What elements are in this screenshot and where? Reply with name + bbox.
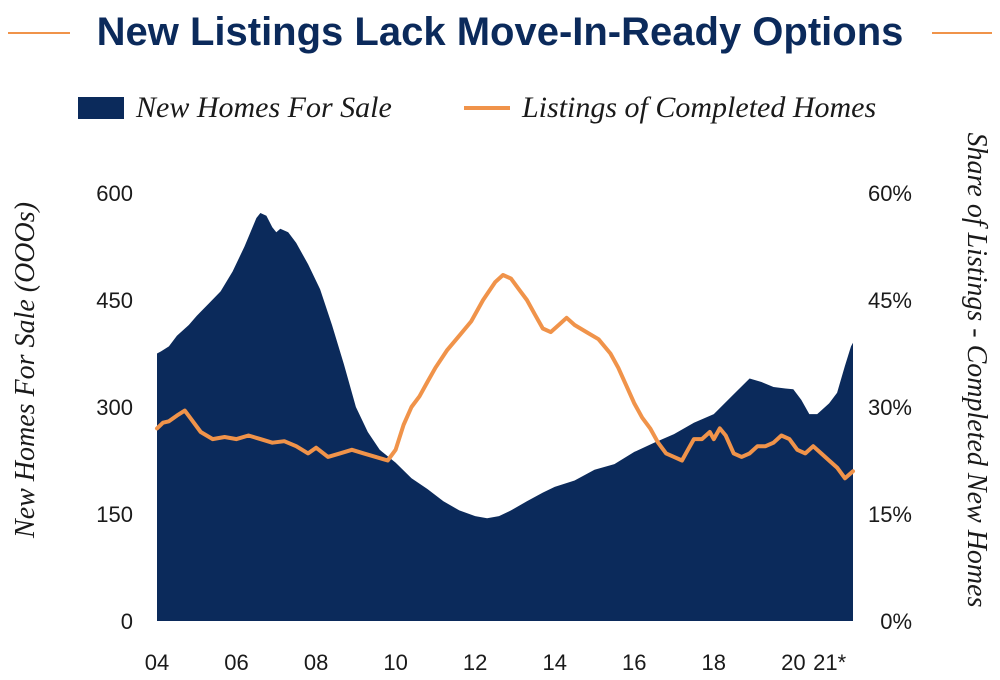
x-tick-label: 21* [813, 650, 846, 675]
y-tick-label-right: 60% [868, 181, 912, 206]
title-rule-left [8, 32, 70, 34]
x-tick-label: 04 [145, 650, 169, 675]
y-tick-label-right: 0% [880, 609, 912, 634]
y-tick-label-left: 600 [96, 181, 133, 206]
legend-item-area: New Homes For Sale [78, 88, 392, 128]
legend-label-line: Listings of Completed Homes [522, 91, 877, 124]
area-series-group [157, 213, 853, 621]
title-rule-right [932, 32, 992, 34]
title-row: New Listings Lack Move-In-Ready Options [0, 6, 1000, 56]
y-tick-label-left: 150 [96, 502, 133, 527]
x-tick-label: 16 [622, 650, 646, 675]
x-tick-label: 12 [463, 650, 487, 675]
x-tick-label: 20 [781, 650, 805, 675]
y-tick-label-right: 45% [868, 288, 912, 313]
y-tick-label-left: 0 [121, 609, 133, 634]
legend-item-line: Listings of Completed Homes [464, 88, 876, 128]
x-tick-label: 08 [304, 650, 328, 675]
chart-legend: New Homes For Sale Listings of Completed… [78, 88, 938, 128]
page-title: New Listings Lack Move-In-Ready Options [96, 10, 904, 54]
line-series-group [155, 273, 855, 481]
tick-labels-group: 0 150 300 450 600 0% 15% 30% 45% 60% 04 06 08 10 12 14 1… [96, 181, 912, 675]
x-tick-label: 14 [542, 650, 566, 675]
y-tick-label-left: 300 [96, 395, 133, 420]
legend-swatch-line [464, 106, 510, 110]
x-tick-label: 10 [383, 650, 407, 675]
legend-label-area: New Homes For Sale [136, 91, 392, 124]
legend-swatch-area [78, 97, 124, 119]
x-tick-label: 18 [702, 650, 726, 675]
y-tick-label-right: 15% [868, 502, 912, 527]
y-tick-label-left: 450 [96, 288, 133, 313]
y-tick-label-right: 30% [868, 395, 912, 420]
y-axis-title-right: Share of Listings - Completed New Homes [961, 133, 992, 608]
x-tick-label: 06 [224, 650, 248, 675]
line-listings-of-completed-homes [155, 273, 855, 481]
y-axis-title-left: New Homes For Sale (OOOs) [10, 202, 41, 539]
area-new-homes-for-sale [157, 213, 853, 621]
